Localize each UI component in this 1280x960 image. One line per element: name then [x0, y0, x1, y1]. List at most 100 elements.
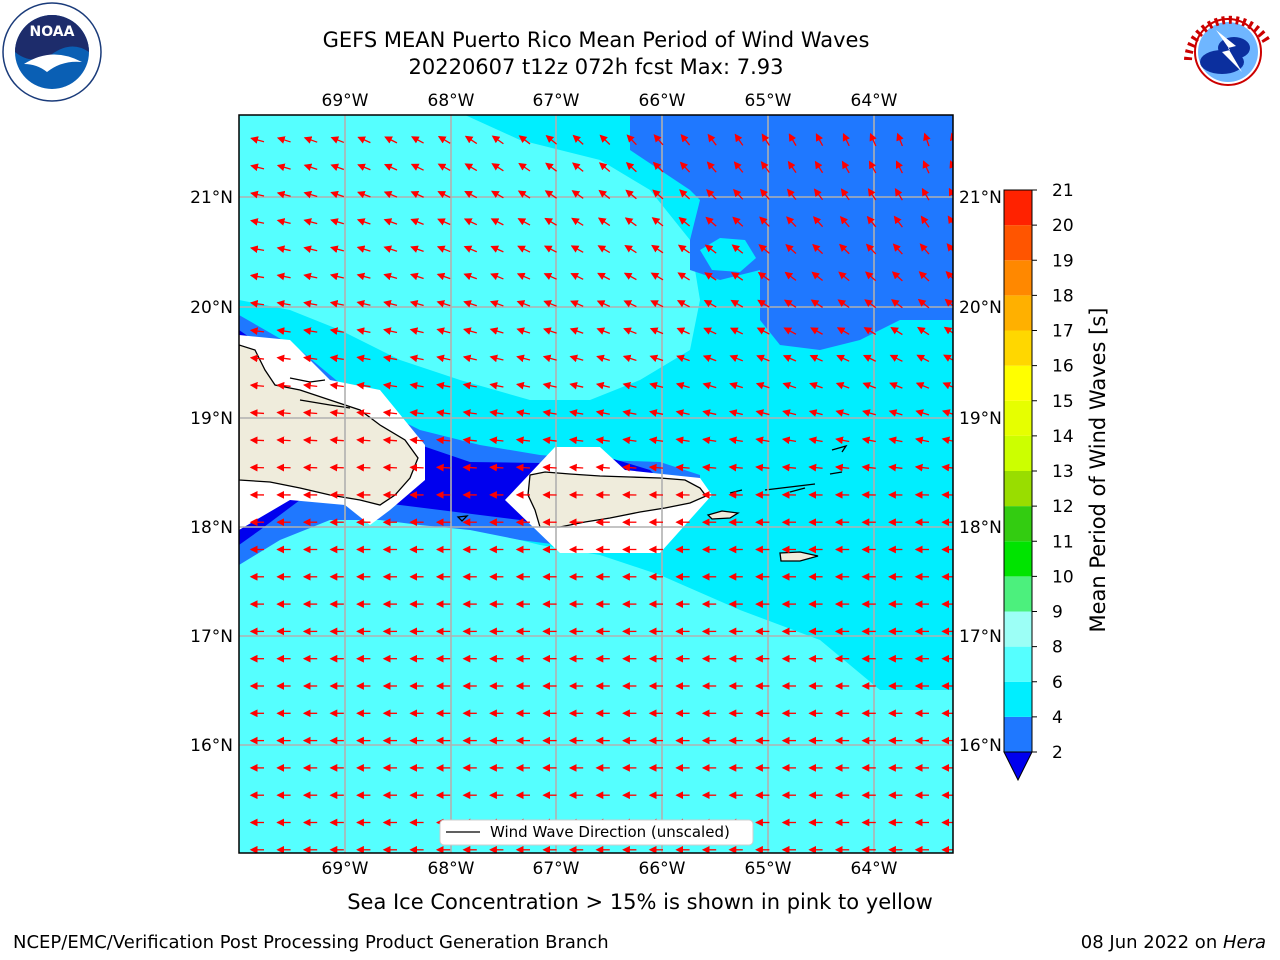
colorbar-segment [1004, 295, 1032, 331]
wind-wave-arrow [356, 218, 371, 226]
wind-wave-arrow [812, 243, 824, 255]
wind-wave-arrow [518, 135, 531, 145]
wind-wave-arrow [356, 300, 371, 308]
wind-wave-arrow [622, 436, 637, 445]
wind-wave-arrow [888, 463, 903, 472]
wind-wave-arrow [545, 135, 558, 145]
wind-wave-arrow [891, 299, 903, 309]
colorbar-segment [1004, 330, 1032, 366]
wind-wave-arrow [542, 463, 557, 472]
wind-wave-arrow [516, 327, 531, 335]
wind-wave-arrow [436, 300, 451, 308]
wind-wave-arrow [276, 436, 291, 445]
wind-wave-arrow [810, 299, 823, 308]
wind-wave-arrow [891, 271, 903, 282]
wind-wave-arrow [357, 136, 371, 144]
wind-wave-arrow [303, 299, 318, 308]
wind-wave-arrow [382, 354, 398, 363]
wind-wave-arrow [463, 245, 478, 253]
colorbar-segment [1004, 506, 1032, 542]
wind-wave-arrows [249, 132, 953, 853]
wind-wave-arrow [276, 163, 291, 172]
wind-wave-arrow [436, 354, 451, 363]
wind-wave-arrow [598, 189, 611, 200]
wind-wave-arrow [732, 216, 744, 227]
wind-wave-arrow [759, 188, 770, 200]
wind-wave-arrow [622, 381, 637, 390]
gridlines [239, 115, 953, 853]
wind-wave-arrow [570, 245, 584, 253]
wind-wave-arrow [410, 218, 424, 226]
wind-wave-arrow [893, 215, 903, 228]
wind-wave-arrow [303, 190, 318, 199]
colorbar-tick-label: 9 [1052, 603, 1063, 623]
noaa-logo-text: NOAA [30, 24, 75, 40]
wind-wave-arrow [462, 354, 477, 363]
colorbar-tick-label: 17 [1052, 322, 1074, 342]
wind-wave-arrow [356, 327, 371, 335]
colorbar-tick-label: 13 [1052, 462, 1074, 482]
wind-wave-arrow [489, 381, 504, 390]
wind-wave-arrow [922, 160, 930, 174]
lon-labels-bottom: 69°W 68°W 67°W 66°W 65°W 64°W [322, 859, 898, 879]
wind-wave-arrow [515, 436, 531, 445]
wind-wave-arrow [303, 163, 318, 172]
wind-wave-arrow [463, 300, 478, 308]
wind-wave-arrow [623, 327, 637, 335]
wind-wave-arrow [330, 190, 345, 199]
wind-wave-arrow [543, 327, 557, 335]
wind-wave-arrow [597, 245, 611, 254]
wind-wave-arrow [464, 190, 478, 199]
wind-wave-arrow [517, 218, 531, 226]
wind-wave-arrow [648, 463, 664, 472]
colorbar-tick-label: 8 [1052, 638, 1063, 658]
wind-wave-arrow [836, 327, 850, 335]
wind-wave-arrow [463, 272, 478, 281]
wind-wave-arrow [675, 409, 690, 417]
map-frame [238, 114, 954, 854]
wind-wave-arrow [437, 163, 451, 171]
wind-wave-arrow [730, 272, 744, 281]
wind-wave-arrow [570, 300, 584, 308]
wind-wave-arrow [489, 354, 504, 363]
wind-wave-arrow [515, 409, 531, 417]
wind-wave-arrow [409, 300, 424, 308]
wind-wave-arrow [516, 354, 531, 363]
wind-wave-arrow [757, 271, 770, 281]
wind-wave-arrow [250, 190, 265, 199]
wind-wave-arrow [383, 300, 398, 308]
wind-wave-arrow [411, 136, 424, 144]
wind-wave-arrow [837, 299, 850, 309]
svg-text:68°W: 68°W [428, 859, 475, 879]
wind-wave-arrow [677, 244, 690, 254]
colorbar-segment [1004, 260, 1032, 296]
svg-text:65°W: 65°W [745, 91, 792, 111]
wind-wave-arrow [917, 298, 930, 309]
wind-wave-arrow [437, 136, 451, 144]
svg-text:18°N: 18°N [190, 518, 233, 538]
wind-wave-arrow [888, 436, 903, 445]
wind-wave-arrow [729, 327, 744, 335]
wind-wave-arrow [729, 381, 743, 390]
wind-wave-arrow [679, 189, 691, 200]
wind-wave-arrow [409, 354, 424, 363]
wind-wave-arrow [915, 409, 930, 417]
wind-wave-arrow [704, 272, 717, 281]
colorbar-segment [1004, 611, 1032, 647]
wind-wave-arrow [651, 244, 664, 254]
wind-wave-arrow [572, 162, 584, 172]
wind-wave-arrow [490, 272, 504, 281]
wind-wave-arrow [623, 272, 637, 281]
wind-wave-arrow [330, 136, 345, 144]
wind-wave-arrow [410, 191, 424, 199]
wind-wave-arrow [625, 189, 637, 200]
wind-wave-arrow [758, 244, 770, 254]
svg-text:17°N: 17°N [190, 627, 233, 647]
lat-labels-right: 21°N 20°N 19°N 18°N 17°N 16°N [959, 188, 1002, 756]
wind-wave-arrow [356, 436, 371, 445]
nws-logo-icon [1178, 2, 1278, 102]
wind-wave-arrow [409, 463, 424, 472]
wind-wave-arrow [941, 409, 953, 417]
wind-wave-arrow [515, 463, 531, 472]
wind-wave-arrow [410, 245, 424, 253]
